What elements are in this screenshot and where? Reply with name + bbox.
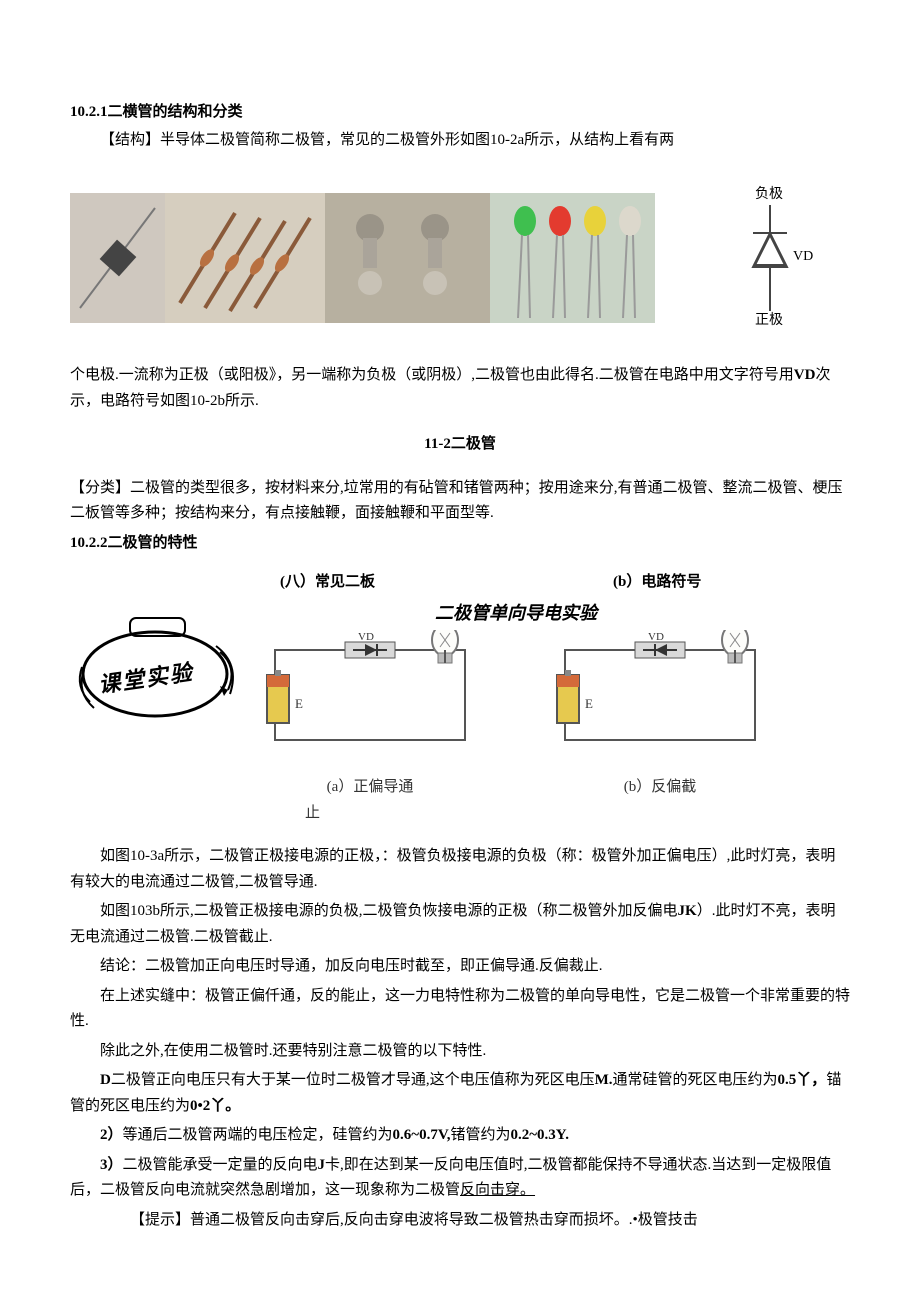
text: 如图103b所示,二极管正极接电源的负极,二极管负恢接电源的正极（称二极管外加反… [100, 903, 678, 919]
para-6: 结论：二极管加正向电压时导通，加反向电压时截至，即正偏导通.反偏裁止. [70, 954, 850, 980]
diode-circuit-symbol: 负极 VD 正极 [685, 183, 845, 333]
para-10: 2）等通后二极管两端的电压检定，硅管约为0.6~0.7V,锗管约为0.2~0.3… [70, 1123, 850, 1149]
text-bold: 3） [100, 1157, 123, 1173]
text: 【结构】半导体二极管简称二极管，常见的二极管外形如图10-2a所示，从结构上看有… [100, 132, 674, 148]
circuit-b: E VD (b）反偏截 [545, 630, 775, 801]
circuit-a-svg: E VD [255, 630, 485, 760]
label-vd: VD [793, 245, 813, 269]
text-bold: 0•2丫。 [190, 1098, 240, 1114]
photo-diode-3 [325, 193, 490, 323]
text-bold: D [100, 1072, 111, 1088]
caption-a: (八）常见二板 [280, 570, 375, 596]
circuit-a-caption: (a）正偏导通 [255, 775, 485, 801]
para-5: 如图103b所示,二极管正极接电源的负极,二极管负恢接电源的正极（称二极管外加反… [70, 899, 850, 950]
para-7: 在上述实缝中：极管正偏仟通，反的能止，这一力电特性称为二极管的单向导电性，它是二… [70, 984, 850, 1035]
label-e: E [295, 696, 303, 711]
para-structure-1: 【结构】半导体二极管简称二极管，常见的二极管外形如图10-2a所示，从结构上看有… [70, 128, 850, 154]
text-bold: M. [595, 1072, 613, 1088]
circuit-b-svg: E VD [545, 630, 775, 760]
text-underline: 反向击穿。 [460, 1182, 535, 1198]
heading-text: 10.2.2二极管的特性 [70, 535, 198, 551]
text-bold: 0.6~0.7V, [393, 1127, 451, 1143]
heading-10-2-2: 10.2.2二极管的特性 [70, 531, 850, 557]
text-bold: 0.5丫， [778, 1072, 827, 1088]
circuit-b-caption: (b）反偏截 [545, 775, 775, 801]
label-vd: VD [648, 631, 664, 643]
classroom-experiment-stamp: 课堂实验 [70, 612, 245, 732]
para-classification: 【分类】二极管的类型很多，按材料来分,垃常用的有砧管和锗管两种；按用途来分,有普… [70, 476, 850, 527]
text: 二极管能承受一定量的反向电 [123, 1157, 318, 1173]
label-anode: 正极 [755, 309, 783, 333]
text: 【分类】二极管的类型很多，按材料来分,垃常用的有砧管和锗管两种；按用途来分,有普… [70, 480, 843, 522]
body-paragraphs: 如图10-3a所示，二极管正极接电源的正极，：极管负极接电源的负极（称：极管外加… [70, 844, 850, 1233]
figure-title-11-2: 11-2二极管 [70, 432, 850, 458]
experiment-figure: 二极管单向导电实验 E VD [245, 602, 850, 827]
heading-10-2-1: 10.2.1二横管的结构和分类 [70, 100, 850, 126]
para-structure-2: 个电极.一流称为正极（或阳极》，另一端称为负极（或阴极）,二极管也由此得名.二极… [70, 363, 850, 414]
text: 锗管约为 [450, 1127, 510, 1143]
text: 二极管正向电压只有大于某一位时二极管才导通,这个电压值称为死区电压 [111, 1072, 595, 1088]
text-bold: 0.2~0.3Y. [511, 1127, 570, 1143]
para-4: 如图10-3a所示，二极管正极接电源的正极，：极管负极接电源的负极（称：极管外加… [70, 844, 850, 895]
circuit-a: E VD [255, 630, 485, 801]
figure-10-3-row: 课堂实验 二极管单向导电实验 E [70, 602, 850, 827]
document-page: 10.2.1二横管的结构和分类 【结构】半导体二极管简称二极管，常见的二极管外形… [0, 0, 920, 1277]
diode-symbol-svg [745, 205, 795, 311]
text-bold: 2） [100, 1127, 123, 1143]
photo-diode-1 [70, 193, 165, 323]
text: 个电极.一流称为正极（或阳极》，另一端称为负极（或阴极）,二极管也由此得名.二极… [70, 367, 794, 383]
text: 等通后二极管两端的电压检定，硅管约为 [123, 1127, 393, 1143]
experiment-title: 二极管单向导电实验 [435, 598, 597, 629]
caption-b: (b）电路符号 [613, 570, 701, 596]
text: 通常硅管的死区电压约为 [613, 1072, 778, 1088]
label-vd: VD [358, 631, 374, 643]
photo-led [490, 193, 655, 323]
para-11: 3）二极管能承受一定量的反向电J卡,即在达到某一反向电压值时,二极管都能保持不导… [70, 1153, 850, 1204]
trail-text: 止 [305, 801, 850, 827]
para-8: 除此之外,在使用二极管时.还要特别注意二极管的以下特性. [70, 1039, 850, 1065]
para-9: D二极管正向电压只有大于某一位时二极管才导通,这个电压值称为死区电压M.通常硅管… [70, 1068, 850, 1119]
text-bold: VD [794, 367, 816, 383]
figure-10-2a-row: 负极 VD 正极 [70, 183, 850, 333]
photo-diode-2 [165, 193, 325, 323]
label-cathode: 负极 [755, 183, 783, 207]
para-12: 【提示】普通二极管反向击穿后,反向击穿电波将导致二极管热击穿而损坏。.•极管技击 [70, 1208, 850, 1234]
text-bold: JK [678, 903, 697, 919]
text-bold: J [318, 1157, 326, 1173]
label-e: E [585, 696, 593, 711]
heading-text: 10.2.1二横管的结构和分类 [70, 104, 243, 120]
circuits-row: E VD [255, 630, 850, 801]
sub-caption-row: (八）常见二板 (b）电路符号 [70, 570, 850, 596]
